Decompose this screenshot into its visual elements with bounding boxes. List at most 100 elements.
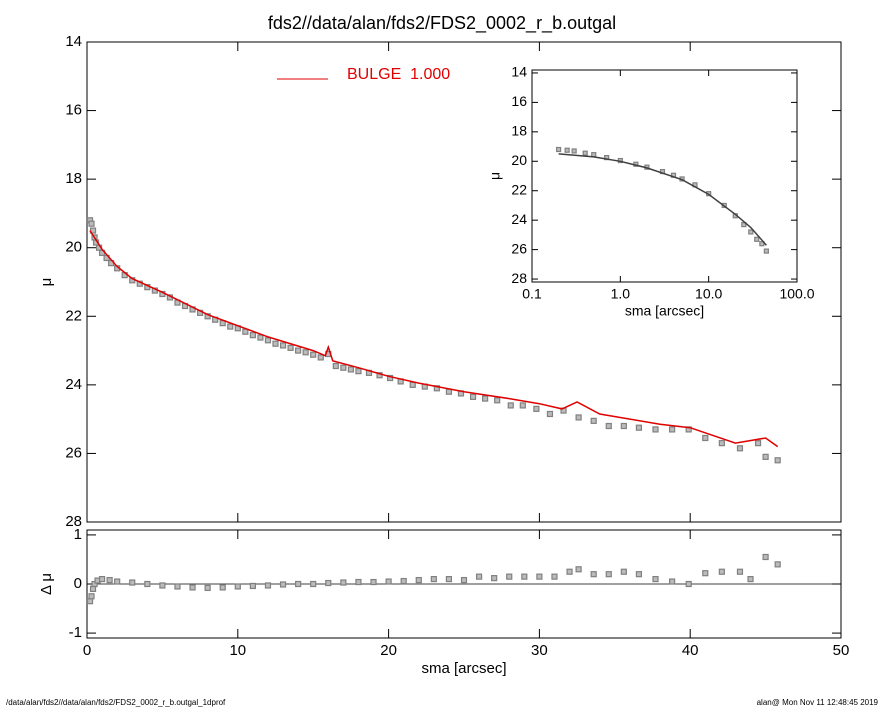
data-point (635, 424, 643, 431)
data-point (302, 349, 309, 356)
data-point (88, 593, 95, 600)
data-point (310, 580, 317, 588)
data-point (89, 585, 97, 593)
data-point (736, 445, 744, 452)
data-point (355, 578, 362, 586)
data-point (718, 440, 725, 447)
y-axis-label: μ (487, 172, 503, 180)
data-point (469, 393, 477, 400)
data-point (718, 568, 725, 575)
data-point (88, 220, 95, 227)
data-point (575, 566, 582, 573)
data-point (519, 402, 526, 409)
data-point (387, 374, 394, 382)
y-tick-label: 28 (65, 513, 82, 530)
data-point (685, 580, 692, 588)
data-point (759, 241, 765, 247)
data-point (409, 381, 416, 388)
data-point (762, 453, 769, 460)
data-point (144, 580, 151, 588)
data-point (702, 570, 709, 577)
data-point (445, 388, 453, 395)
data-point (482, 395, 489, 402)
chart-title: fds2//data/alan/fds2/FDS2_0002_r_b.outga… (268, 13, 616, 34)
data-point (536, 573, 543, 580)
data-point (204, 584, 211, 592)
y-tick-label: 16 (65, 102, 82, 119)
data-point (272, 340, 279, 347)
data-point (533, 405, 540, 412)
y-tick-label: 0 (74, 575, 82, 592)
data-point (249, 582, 256, 590)
data-point (754, 440, 762, 447)
y-tick-label: 1 (74, 526, 82, 543)
y-axis-label: μ (38, 278, 55, 287)
data-point (774, 561, 781, 568)
data-point (355, 368, 362, 375)
data-point (702, 434, 709, 442)
plot-frame (531, 69, 798, 283)
x-axis-label: sma [arcsec] (625, 303, 704, 319)
footer-right: alan@ Mon Nov 11 12:48:45 2019 (757, 698, 879, 707)
data-point (582, 150, 588, 156)
data-point (620, 568, 627, 575)
data-point (219, 584, 226, 591)
data-point (430, 575, 437, 583)
data-point (762, 553, 769, 561)
y-tick-label: 24 (511, 211, 527, 227)
data-point (635, 571, 643, 578)
data-point (555, 146, 562, 153)
data-point (106, 576, 113, 584)
data-point (754, 236, 760, 242)
data-point (652, 575, 659, 583)
footer-left: /data/alan/fds2//data/alan/fds2/FDS2_000… (6, 698, 226, 707)
data-point (445, 575, 453, 583)
data-point (605, 422, 612, 430)
x-tick-label: 1.0 (611, 286, 631, 302)
data-point (494, 397, 501, 404)
data-point (475, 573, 483, 580)
y-tick-label: 26 (511, 240, 527, 256)
data-point (566, 568, 573, 575)
x-tick-label: 20 (380, 642, 397, 659)
x-tick-label: 10.0 (695, 286, 722, 302)
data-point (620, 422, 627, 430)
data-point (159, 582, 166, 589)
y-axis-label: Δ μ (38, 573, 55, 595)
data-point (317, 354, 324, 361)
data-point (249, 332, 256, 339)
data-point (385, 578, 392, 585)
data-point (295, 580, 302, 588)
data-point (571, 148, 577, 154)
y-tick-label: 28 (511, 270, 527, 286)
data-point (340, 364, 347, 371)
data-point (400, 577, 407, 585)
y-tick-label: -1 (69, 624, 82, 641)
data-point (521, 573, 528, 580)
y-tick-label: 22 (511, 181, 527, 197)
data-point (736, 568, 744, 575)
data-point (491, 575, 498, 582)
data-point (279, 581, 287, 588)
data-point (174, 583, 181, 590)
y-tick-label: 20 (511, 152, 527, 168)
data-point (747, 575, 754, 583)
data-point (748, 229, 754, 235)
data-point (86, 598, 94, 605)
x-tick-label: 10 (229, 642, 246, 659)
y-tick-label: 16 (511, 93, 527, 109)
data-point (234, 583, 241, 590)
y-tick-label: 22 (65, 307, 82, 324)
x-tick-label: 100.0 (779, 286, 814, 302)
data-point (564, 147, 570, 153)
x-tick-label: 0.1 (522, 286, 542, 302)
data-point (741, 221, 747, 228)
data-point (340, 579, 347, 586)
data-point (507, 402, 514, 409)
data-point (370, 578, 377, 586)
y-tick-label: 18 (511, 123, 527, 139)
data-point (763, 248, 769, 254)
y-tick-label: 14 (65, 33, 82, 50)
